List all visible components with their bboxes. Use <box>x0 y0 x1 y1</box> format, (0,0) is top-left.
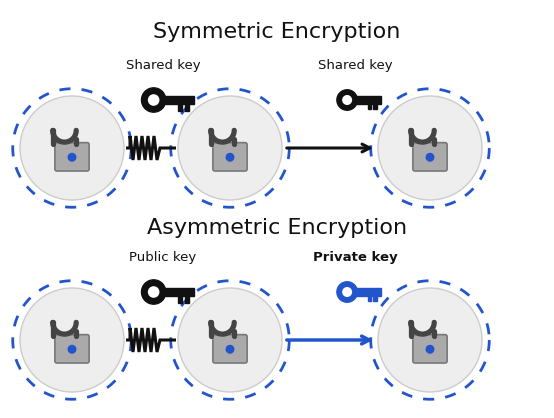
FancyBboxPatch shape <box>413 335 447 363</box>
Circle shape <box>148 287 159 297</box>
Text: Symmetric Encryption: Symmetric Encryption <box>153 22 401 42</box>
FancyBboxPatch shape <box>178 295 182 303</box>
FancyBboxPatch shape <box>356 97 381 104</box>
Circle shape <box>378 288 482 392</box>
FancyBboxPatch shape <box>367 102 371 109</box>
FancyBboxPatch shape <box>213 335 247 363</box>
FancyBboxPatch shape <box>55 143 89 171</box>
FancyBboxPatch shape <box>184 103 189 111</box>
Circle shape <box>337 90 357 110</box>
FancyBboxPatch shape <box>213 143 247 171</box>
FancyBboxPatch shape <box>373 295 377 301</box>
Circle shape <box>178 288 282 392</box>
FancyBboxPatch shape <box>55 335 89 363</box>
Circle shape <box>343 288 351 296</box>
Circle shape <box>226 345 234 353</box>
Circle shape <box>68 345 76 353</box>
FancyBboxPatch shape <box>184 295 189 303</box>
Circle shape <box>141 88 166 112</box>
FancyBboxPatch shape <box>413 143 447 171</box>
FancyBboxPatch shape <box>178 103 182 111</box>
Circle shape <box>226 153 234 161</box>
Text: Shared key: Shared key <box>317 59 392 72</box>
Text: Public key: Public key <box>130 251 197 264</box>
Text: Private key: Private key <box>312 251 397 264</box>
FancyBboxPatch shape <box>373 102 377 109</box>
Circle shape <box>148 95 159 105</box>
Circle shape <box>178 96 282 200</box>
FancyBboxPatch shape <box>165 288 194 296</box>
Circle shape <box>68 153 76 161</box>
Circle shape <box>20 288 124 392</box>
FancyBboxPatch shape <box>165 96 194 104</box>
Circle shape <box>343 96 351 104</box>
FancyBboxPatch shape <box>356 288 381 296</box>
Circle shape <box>426 153 434 161</box>
Circle shape <box>337 282 357 302</box>
Circle shape <box>426 345 434 353</box>
FancyBboxPatch shape <box>367 295 371 301</box>
Text: Asymmetric Encryption: Asymmetric Encryption <box>147 218 407 238</box>
Circle shape <box>20 96 124 200</box>
Circle shape <box>378 96 482 200</box>
Circle shape <box>141 280 166 304</box>
Text: Shared key: Shared key <box>126 59 201 72</box>
